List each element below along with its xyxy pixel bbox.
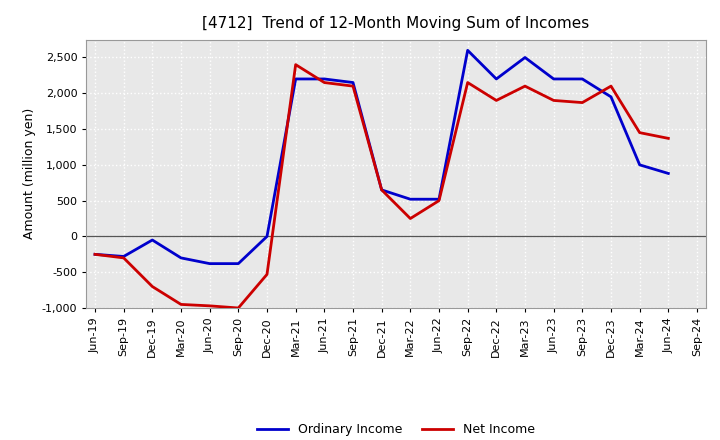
- Line: Net Income: Net Income: [95, 65, 668, 308]
- Net Income: [91, 252, 99, 257]
- Net Income: [521, 84, 529, 89]
- Ordinary Income: [292, 76, 300, 81]
- Net Income: [263, 272, 271, 277]
- Net Income: [464, 80, 472, 85]
- Y-axis label: Amount (million yen): Amount (million yen): [23, 108, 36, 239]
- Net Income: [234, 305, 243, 311]
- Ordinary Income: [664, 171, 672, 176]
- Ordinary Income: [348, 80, 357, 85]
- Net Income: [435, 198, 444, 203]
- Net Income: [635, 130, 644, 135]
- Ordinary Income: [521, 55, 529, 60]
- Ordinary Income: [549, 76, 558, 81]
- Ordinary Income: [91, 252, 99, 257]
- Net Income: [320, 80, 328, 85]
- Ordinary Income: [377, 187, 386, 193]
- Ordinary Income: [148, 237, 157, 242]
- Title: [4712]  Trend of 12-Month Moving Sum of Incomes: [4712] Trend of 12-Month Moving Sum of I…: [202, 16, 590, 32]
- Ordinary Income: [635, 162, 644, 168]
- Ordinary Income: [176, 255, 185, 260]
- Net Income: [664, 136, 672, 141]
- Ordinary Income: [205, 261, 214, 266]
- Line: Ordinary Income: Ordinary Income: [95, 50, 668, 264]
- Net Income: [205, 303, 214, 308]
- Ordinary Income: [435, 197, 444, 202]
- Net Income: [348, 84, 357, 89]
- Ordinary Income: [607, 94, 616, 99]
- Net Income: [406, 216, 415, 221]
- Ordinary Income: [234, 261, 243, 266]
- Ordinary Income: [263, 234, 271, 239]
- Ordinary Income: [406, 197, 415, 202]
- Ordinary Income: [464, 48, 472, 53]
- Ordinary Income: [320, 76, 328, 81]
- Net Income: [176, 302, 185, 307]
- Net Income: [578, 100, 587, 105]
- Net Income: [549, 98, 558, 103]
- Ordinary Income: [578, 76, 587, 81]
- Net Income: [292, 62, 300, 67]
- Ordinary Income: [492, 76, 500, 81]
- Net Income: [492, 98, 500, 103]
- Net Income: [377, 187, 386, 193]
- Ordinary Income: [120, 254, 128, 259]
- Net Income: [148, 284, 157, 289]
- Net Income: [120, 255, 128, 260]
- Legend: Ordinary Income, Net Income: Ordinary Income, Net Income: [252, 418, 540, 440]
- Net Income: [607, 84, 616, 89]
